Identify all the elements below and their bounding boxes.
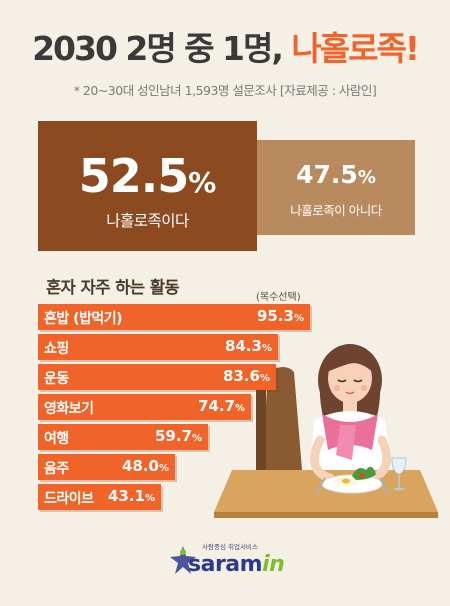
bar-3: 영화보기 74.7%	[38, 394, 251, 420]
headline-part1: 2030 2명 중 1명,	[32, 29, 284, 68]
headline-part2: 나홀로족!	[291, 29, 419, 68]
bar-value-0: 95.3%	[256, 307, 304, 325]
bar-value-4: 59.7%	[154, 427, 202, 445]
bar-unit-1: %	[261, 343, 272, 354]
headline: 2030 2명 중 1명, 나홀로족!	[0, 22, 450, 70]
bar-label-2: 운동	[44, 371, 69, 387]
bar-label-5: 음주	[44, 461, 69, 477]
bar-0: 혼밥 (밥먹기) 95.3%	[38, 304, 310, 330]
eye-right	[353, 379, 363, 383]
bar-value-1: 84.3%	[224, 337, 272, 355]
bar-label-0: 혼밥 (밥먹기)	[44, 311, 123, 327]
chart-note: (복수선택)	[256, 292, 301, 303]
cheek-left	[334, 385, 340, 391]
chair-back	[262, 367, 302, 470]
stat-no-box: 47.5% 나홀로족이 아니다	[257, 140, 415, 235]
bar-value-5: 48.0%	[121, 457, 169, 475]
bar-label-6: 드라이브	[44, 491, 94, 507]
bar-unit-5: %	[158, 463, 169, 474]
logo-tagline: 사람중심 취업서비스	[202, 543, 258, 551]
logo-wordmark: saramin	[188, 552, 285, 577]
logo-mark-icon	[170, 546, 196, 574]
scarf-tail	[336, 425, 356, 460]
wine-glass-bowl	[391, 457, 407, 475]
survey-note: * 20~30대 성인남녀 1,593명 설문조사 [자료제공 : 사람인]	[73, 83, 377, 98]
bar-unit-6: %	[144, 493, 155, 504]
mouth	[345, 391, 355, 395]
logo-suffix: in	[262, 552, 285, 577]
salad	[352, 466, 376, 480]
wine-glass-base	[393, 487, 405, 491]
stat-yes-label: 나홀로족이다	[106, 212, 189, 230]
stat-yes-box: 52.5% 나홀로족이다	[38, 121, 257, 251]
egg-yolk	[342, 478, 350, 484]
stat-no-percent: 47.5%	[257, 160, 415, 189]
saramin-logo: 사람중심 취업서비스 saramin	[170, 540, 285, 586]
bar-value-6: 43.1%	[107, 487, 155, 505]
logo-word: saram	[188, 552, 263, 577]
fork	[315, 477, 326, 495]
table-edge	[214, 512, 438, 518]
arm-right	[367, 435, 392, 483]
bar-label-4: 여행	[44, 431, 69, 447]
bar-label-1: 쇼핑	[44, 341, 69, 357]
knife	[379, 477, 389, 495]
stat-no-label: 나홀로족이 아니다	[290, 203, 382, 218]
arm-left	[309, 435, 335, 483]
bar-unit-3: %	[234, 403, 245, 414]
tomato	[359, 473, 365, 479]
bar-value-2: 83.6%	[222, 367, 270, 385]
stat-yes-value: 52.5	[78, 149, 189, 203]
chair-frame	[256, 380, 266, 470]
chart-title: 혼자 자주 하는 활동	[46, 278, 180, 297]
bar-6: 드라이브 43.1%	[38, 484, 161, 510]
bar-value-3: 74.7%	[197, 397, 245, 415]
stat-no-unit: %	[357, 167, 376, 188]
cheek-right	[361, 385, 367, 391]
bar-label-3: 영화보기	[44, 401, 94, 417]
stat-no-value: 47.5	[296, 160, 358, 189]
bar-4: 여행 59.7%	[38, 424, 208, 450]
bar-unit-0: %	[293, 313, 304, 324]
bar-unit-4: %	[191, 433, 202, 444]
bar-unit-2: %	[259, 373, 270, 384]
hair-bangs	[327, 349, 375, 374]
bar-2: 운동 83.6%	[38, 364, 276, 390]
bar-5: 음주 48.0%	[38, 454, 175, 480]
stat-yes-unit: %	[188, 166, 217, 199]
stat-yes-percent: 52.5%	[38, 149, 257, 203]
bar-1: 쇼핑 84.3%	[38, 334, 278, 360]
eye-left	[337, 379, 347, 383]
